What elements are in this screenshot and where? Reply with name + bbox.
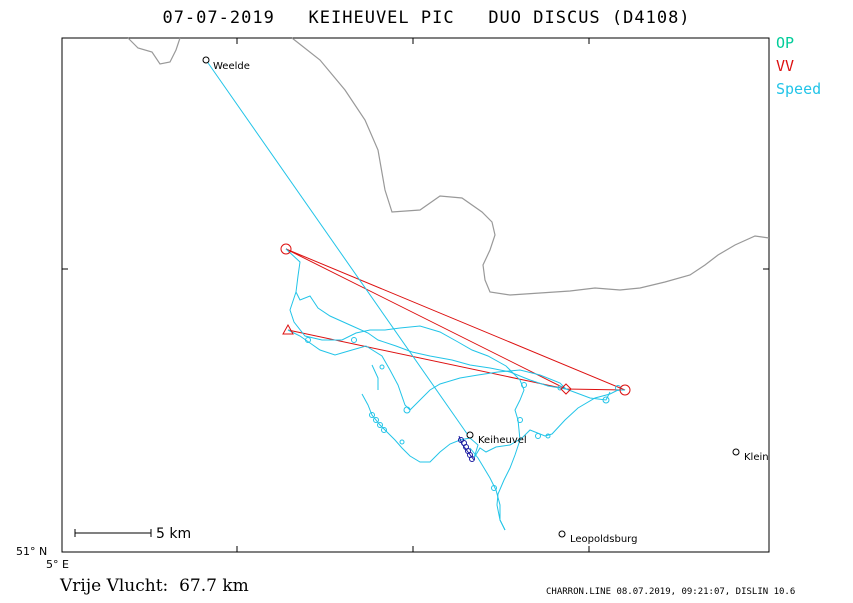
place-label-leopoldsburg: Leopoldsburg [570, 534, 637, 545]
flight-date: 07-07-2019 [162, 8, 275, 28]
legend-speed: Speed [776, 80, 822, 98]
circle-marker-icon [558, 530, 566, 538]
place-label-weelde: Weelde [213, 61, 250, 72]
scale-bar [74, 529, 152, 537]
place-keiheuvel: Keiheuvel [466, 431, 527, 446]
distance-readout: Vrije Vlucht: 67.7 km [60, 576, 249, 596]
start-segment [458, 435, 475, 462]
turnpoint-circle-icon [280, 243, 292, 255]
distance-label: Vrije Vlucht: [60, 576, 169, 596]
lon-label: 5° E [46, 558, 69, 571]
legend-vv: VV [776, 57, 795, 75]
axis-ticks [62, 38, 769, 552]
scale-label: 5 km [156, 526, 191, 542]
turnpoint-triangle-icon [282, 323, 294, 335]
circle-marker-icon [466, 431, 474, 439]
place-label-klein: Klein [744, 452, 769, 463]
flight-track [205, 59, 625, 531]
circle-marker-icon [202, 56, 210, 64]
place-leopoldsburg: Leopoldsburg [558, 530, 637, 545]
map-frame [61, 37, 770, 553]
lat-label: 51° N [16, 545, 47, 558]
turnpoint-circle-icon [619, 384, 631, 396]
credit-line: CHARRON.LINE 08.07.2019, 09:21:07, DISLI… [546, 587, 796, 597]
chart-title: 07-07-2019 KEIHEUVEL PIC DUO DISCUS (D41… [0, 8, 853, 28]
circle-marker-icon [732, 448, 740, 456]
legend-op: OP [776, 34, 795, 52]
turnpoint-diamond-icon [560, 383, 572, 395]
place-klein: Klein [732, 448, 769, 463]
country-border [127, 37, 770, 296]
place-weelde: Weelde [202, 56, 250, 72]
distance-value: 67.7 km [179, 576, 249, 596]
track-markers [305, 337, 621, 491]
flight-site: KEIHEUVEL PIC [308, 8, 455, 28]
place-label-keiheuvel: Keiheuvel [478, 435, 527, 446]
flight-glider: DUO DISCUS (D4108) [488, 8, 691, 28]
